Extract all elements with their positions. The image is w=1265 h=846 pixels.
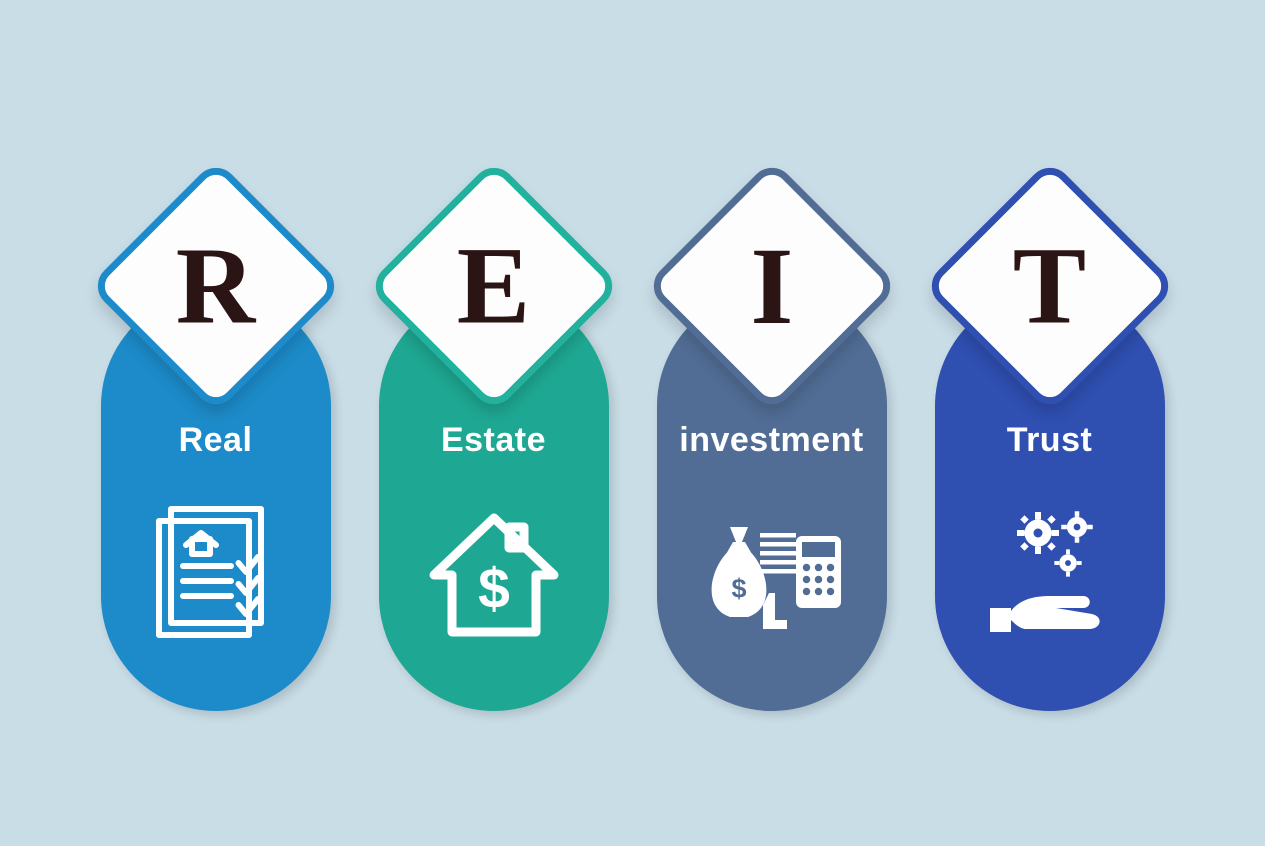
hand-gears-icon	[975, 500, 1125, 650]
letter-t: T	[1013, 222, 1086, 349]
card-real: R Real	[101, 196, 331, 711]
letter-e: E	[457, 222, 530, 349]
moneybag-calculator-icon: $	[697, 500, 847, 650]
svg-text:$: $	[478, 557, 510, 621]
house-dollar-icon: $	[419, 500, 569, 650]
reit-infographic: R Real E	[101, 136, 1165, 711]
document-house-check-icon	[141, 500, 291, 650]
word-investment: investment	[679, 421, 864, 460]
card-trust: T Trust	[935, 196, 1165, 711]
card-investment: I investment $	[657, 196, 887, 711]
svg-text:$: $	[731, 573, 746, 603]
letter-r: R	[176, 222, 255, 349]
word-estate: Estate	[441, 421, 546, 460]
word-real: Real	[179, 421, 253, 460]
word-trust: Trust	[1007, 421, 1093, 460]
letter-i: I	[750, 222, 793, 349]
card-estate: E Estate $	[379, 196, 609, 711]
